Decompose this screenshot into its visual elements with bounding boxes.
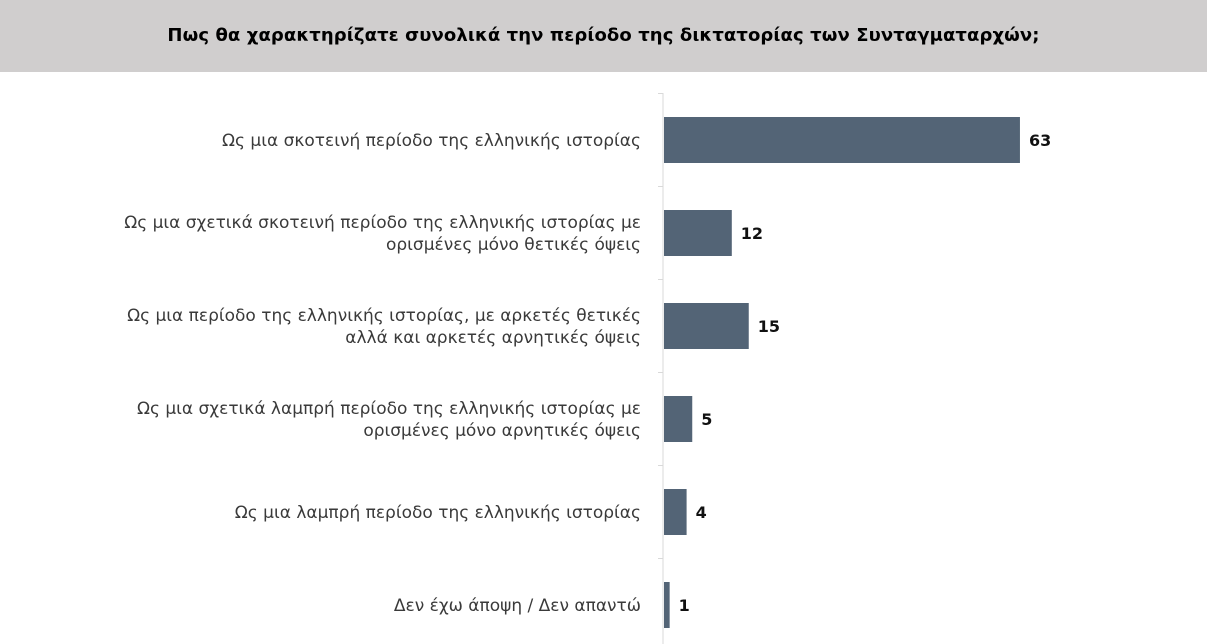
bar [664,582,670,628]
bar-value-label: 5 [701,410,712,429]
bar-value-label: 15 [758,317,780,336]
bar-value-label: 12 [741,224,763,243]
bar [664,303,749,349]
chart-title-band: Πως θα χαρακτηρίζατε συνολικά την περίοδ… [0,0,1207,72]
category-label: Δεν έχω άποψη / Δεν απαντώ [394,596,641,616]
category-label: αλλά και αρκετές αρνητικές όψεις [345,328,641,348]
bar-value-label: 63 [1029,131,1051,150]
category-label: Ως μια σχετικά λαμπρή περίοδο της ελληνι… [137,399,641,419]
category-label: ορισμένες μόνο αρνητικές όψεις [363,421,641,441]
category-label: Ως μια λαμπρή περίοδο της ελληνικής ιστο… [235,503,641,523]
bar [664,489,687,535]
category-label: Ως μια σκοτεινή περίοδο της ελληνικής ισ… [222,131,641,151]
category-label: ορισμένες μόνο θετικές όψεις [386,235,641,255]
bar [664,117,1020,163]
bar-value-label: 1 [679,596,690,615]
bar-value-label: 4 [696,503,707,522]
category-label: Ως μια περίοδο της ελληνικής ιστορίας, μ… [127,306,641,326]
chart-title: Πως θα χαρακτηρίζατε συνολικά την περίοδ… [167,24,1040,46]
bar [664,396,693,442]
bar [664,210,732,256]
category-label: Ως μια σχετικά σκοτεινή περίοδο της ελλη… [124,213,641,233]
